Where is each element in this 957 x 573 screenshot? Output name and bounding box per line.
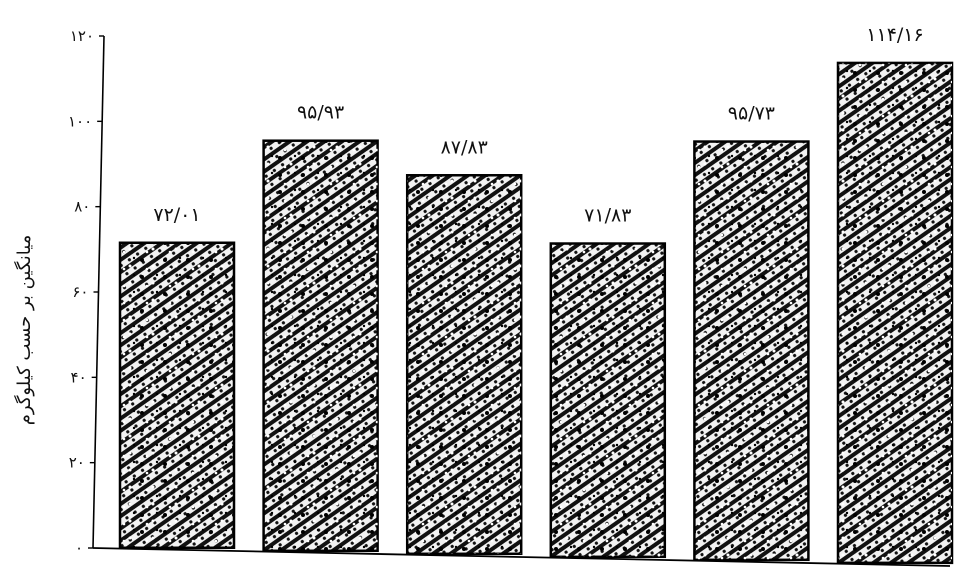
bar-value-label: ۱۱۴/۱۶ <box>866 24 923 46</box>
y-axis-label: میانگین بر حسب کیلوگرم <box>13 235 35 426</box>
y-tick-label: ۸۰ <box>74 198 90 216</box>
y-tick-label: ۲۰ <box>69 454 85 472</box>
y-ticks: ۰ ۲۰ ۴۰ ۶۰ ۸۰ ۱۰۰ ۱۲۰ <box>68 27 104 557</box>
bar <box>693 140 810 562</box>
bar <box>405 174 523 556</box>
bar-value-label: ۷۲/۰۱ <box>153 204 200 226</box>
y-tick-label: ۴۰ <box>71 368 87 386</box>
bar-texture <box>550 243 665 557</box>
y-tick-label: ۰ <box>75 539 83 557</box>
bar <box>262 139 379 553</box>
bar-texture <box>407 175 522 554</box>
bar-texture <box>120 242 234 548</box>
bars <box>118 61 954 565</box>
bar-texture <box>838 62 952 563</box>
bar-value-label: ۹۵/۷۳ <box>728 103 775 125</box>
bar-texture <box>263 140 378 551</box>
bar-texture <box>694 141 809 560</box>
bar-value-label: ۸۷/۸۳ <box>441 136 488 158</box>
bar-value-label: ۷۱/۸۳ <box>584 205 631 227</box>
bar <box>118 241 236 550</box>
y-tick-label: ۱۰۰ <box>68 112 92 130</box>
y-tick-label: ۶۰ <box>72 283 88 301</box>
bar <box>549 242 667 559</box>
value-labels: ۷۲/۰۱ ۹۵/۹۳ ۸۷/۸۳ ۷۱/۸۳ ۹۵/۷۳ ۱۱۴/۱۶ <box>153 24 923 227</box>
y-tick-label: ۱۲۰ <box>70 27 94 45</box>
x-axis-line <box>92 547 951 567</box>
bar-value-label: ۹۵/۹۳ <box>297 102 344 124</box>
bar <box>836 61 954 565</box>
